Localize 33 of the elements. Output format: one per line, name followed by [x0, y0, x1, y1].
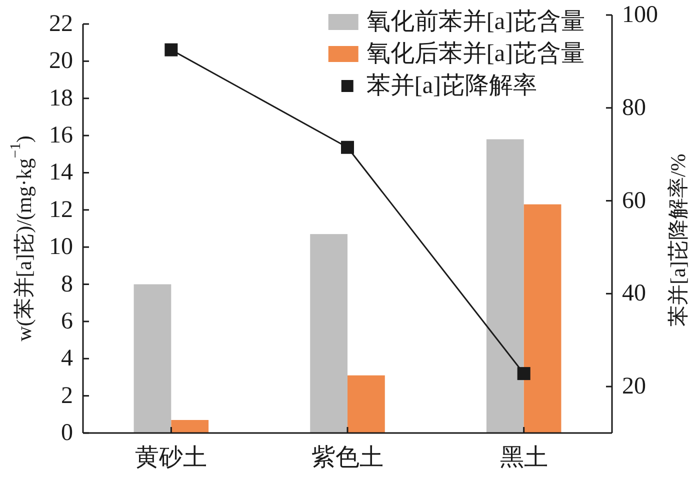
y2-tick-label: 80 — [622, 94, 646, 121]
point — [341, 140, 354, 154]
y-tick-label: 8 — [61, 271, 73, 298]
x-tick-label: 黑土 — [500, 445, 548, 471]
point — [164, 43, 178, 56]
y2-tick-label: 100 — [622, 2, 658, 28]
point — [517, 367, 530, 380]
y-tick-label: 6 — [61, 308, 73, 334]
y-tick-label: 0 — [61, 420, 73, 446]
y-tick-label: 4 — [61, 346, 73, 372]
y-tick-label: 18 — [49, 85, 73, 112]
y-tick-label: 12 — [49, 196, 73, 223]
bar — [171, 420, 209, 433]
legend-label: 氧化后苯并[a]芘含量 — [366, 40, 585, 67]
x-tick-label: 紫色土 — [312, 445, 384, 471]
y-tick-label: 10 — [49, 234, 73, 260]
x-tick-label: 黄砂土 — [135, 445, 208, 471]
bar — [310, 234, 348, 433]
y-tick-label: 14 — [49, 160, 73, 186]
y-tick-label: 20 — [49, 48, 73, 74]
y2-axis-title: 苯并[a]芘降解率/% — [666, 154, 690, 326]
y-tick-label: 2 — [61, 382, 73, 409]
y2-tick-label: 40 — [622, 280, 646, 307]
y2-tick-label: 20 — [622, 374, 646, 400]
y-tick-label: 22 — [49, 11, 73, 37]
bar — [486, 139, 524, 433]
y2-tick-label: 60 — [622, 188, 646, 214]
bar — [348, 375, 385, 433]
y-tick-label: 16 — [49, 122, 73, 149]
legend-label: 氧化前苯并[a]芘含量 — [366, 8, 585, 35]
bar — [524, 204, 562, 433]
bar — [134, 284, 172, 433]
legend-label: 苯并[a]芘降解率 — [366, 72, 537, 99]
